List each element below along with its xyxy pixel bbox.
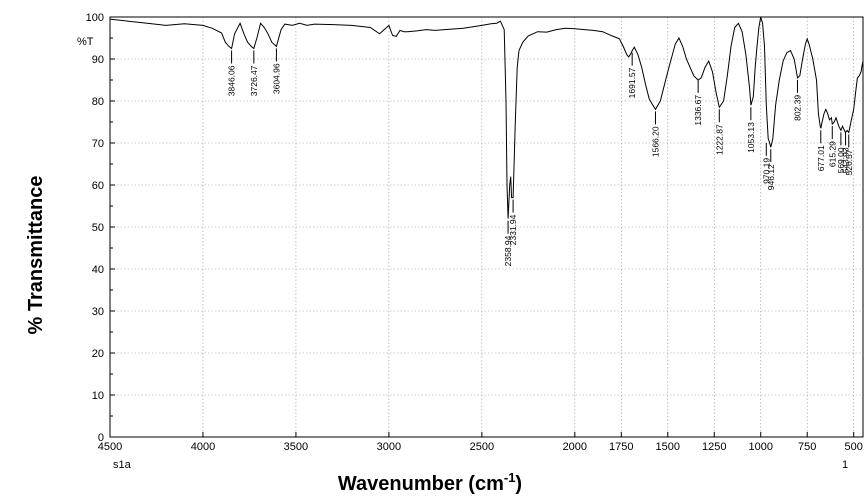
x-tick-label: 4500 <box>98 441 122 453</box>
x-tick-label: 3000 <box>377 441 401 453</box>
x-axis-label-close: ) <box>515 473 522 495</box>
peak-label: 970.19 <box>761 158 771 184</box>
x-tick-label: 1750 <box>609 441 633 453</box>
sample-label: s1a <box>113 459 132 471</box>
peak-label: 569.00 <box>836 147 846 173</box>
grid-lines <box>110 17 863 437</box>
peak-label: 677.01 <box>816 145 826 171</box>
peak-label: 2358.94 <box>503 235 513 266</box>
y-tick-label: 10 <box>92 390 104 402</box>
x-tick-label: 2500 <box>470 441 494 453</box>
peak-label: 1566.20 <box>651 126 661 157</box>
peak-label: 1222.87 <box>714 124 724 155</box>
y-tick-label: 90 <box>92 54 104 66</box>
y-tick-label: 30 <box>92 306 104 318</box>
peak-label: 946.12 <box>766 164 776 190</box>
peak-label: 802.39 <box>793 95 803 121</box>
peak-label: 3726.47 <box>249 65 259 96</box>
scan-count-label: 1 <box>842 459 848 471</box>
y-tick-label: 100 <box>86 12 104 24</box>
x-tick-label: 1250 <box>702 441 726 453</box>
y-tick-label: 60 <box>92 180 104 192</box>
x-axis-label: Wavenumber (cm-1) <box>338 470 522 495</box>
peak-label: 543.93 <box>841 147 851 173</box>
y-tick-label: 70 <box>92 138 104 150</box>
peak-label: 2331.94 <box>508 214 518 245</box>
y-tick-label: 80 <box>92 96 104 108</box>
x-tick-label: 500 <box>845 441 863 453</box>
peak-label: 615.29 <box>827 141 837 167</box>
y-unit-label: %T <box>77 36 94 48</box>
x-tick-label: 1500 <box>656 441 680 453</box>
x-tick-label: 2000 <box>563 441 587 453</box>
y-tick-label: 50 <box>92 222 104 234</box>
x-tick-label: 3500 <box>284 441 308 453</box>
y-tick-label: 40 <box>92 264 104 276</box>
x-tick-label: 4000 <box>191 441 215 453</box>
x-axis-label-superscript: -1 <box>504 470 516 485</box>
y-axis-label: % Transmittance <box>25 176 47 335</box>
peak-label: 526.57 <box>844 149 854 175</box>
x-axis-label-text: Wavenumber (cm <box>338 473 504 495</box>
peak-label: 1336.67 <box>693 95 703 126</box>
peak-label: 1053.13 <box>746 122 756 153</box>
x-tick-label: 750 <box>798 441 816 453</box>
y-tick-label: 20 <box>92 348 104 360</box>
peak-label: 3604.96 <box>271 63 281 94</box>
peak-label: 3846.06 <box>227 65 237 96</box>
axes: 0 10 20 30 40 50 60 70 80 90 100 4500 4000 3500 3000 25… <box>86 12 863 453</box>
y-tick-label: 0 <box>98 432 104 444</box>
x-tick-label: 1000 <box>748 441 772 453</box>
peak-label: 1691.57 <box>627 67 637 98</box>
spectrum-line <box>109 16 864 219</box>
